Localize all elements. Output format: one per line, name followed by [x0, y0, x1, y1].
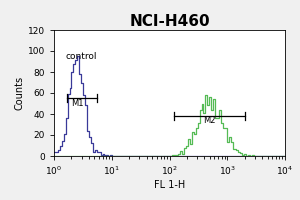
Y-axis label: Counts: Counts: [15, 76, 25, 110]
Text: control: control: [66, 52, 97, 61]
Title: NCI-H460: NCI-H460: [129, 14, 210, 29]
Text: M2: M2: [203, 116, 216, 125]
X-axis label: FL 1-H: FL 1-H: [154, 180, 185, 190]
Text: M1: M1: [71, 99, 83, 108]
